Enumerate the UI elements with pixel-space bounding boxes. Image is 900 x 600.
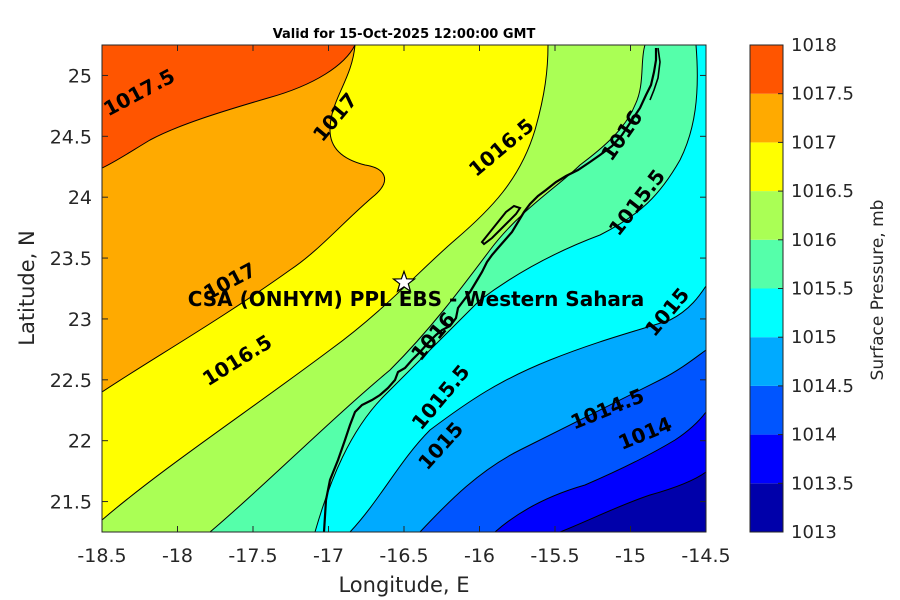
contour-lines (102, 45, 706, 532)
y-axis-ticks: 21.5 22 22.5 23 23.5 24 24.5 25 (50, 65, 706, 514)
contour-line (209, 45, 646, 532)
colorbar-swatch (750, 337, 783, 386)
x-axis-label: Longitude, E (338, 573, 469, 597)
coastline (322, 48, 658, 532)
colorbar-tick-label: 1013.5 (791, 473, 854, 494)
x-axis-ticks: -18.5 -18 -17.5 -17 -16.5 -16 -15.5 -15 -14.5 (77, 45, 731, 567)
colorbar-label: Surface Pressure, mb (868, 200, 888, 381)
contour-line (419, 349, 706, 532)
contour-line (102, 45, 549, 521)
band-1017.5-1018 (102, 45, 355, 168)
colorbar-tick-label: 1017 (791, 132, 837, 153)
y-tick-label: 22.5 (50, 370, 92, 392)
colorbar: 1013 1013.5 1014 1014.5 1015 1015.5 1016 1016.5… (749, 35, 854, 543)
colorbar-tick-label: 1015.5 (791, 279, 854, 300)
x-tick-label: -15 (615, 545, 646, 567)
station-label: CSA (ONHYM) PPL EBS - Western Sahara (188, 287, 645, 311)
x-tick-label: -18.5 (77, 545, 126, 567)
contour-line (102, 45, 356, 169)
colorbar-swatch (750, 45, 783, 94)
x-tick-label: -14.5 (681, 545, 730, 567)
colorbar-swatch (750, 142, 783, 192)
contour-line (314, 45, 698, 532)
colorbar-tick-label: 1018 (791, 35, 837, 56)
colorbar-tick-label: 1015 (791, 327, 837, 348)
colorbar-tick-label: 1014 (791, 425, 837, 446)
y-tick-label: 22 (68, 431, 92, 453)
colorbar-swatch (750, 93, 783, 143)
x-tick-label: -17 (313, 545, 344, 567)
map-area (102, 45, 706, 532)
y-tick-label: 23.5 (50, 248, 92, 270)
x-tick-label: -16.5 (379, 545, 428, 567)
colorbar-swatch (750, 191, 783, 240)
coastline-peninsula (480, 204, 522, 246)
station-star-icon (391, 269, 417, 293)
x-tick-label: -15.5 (530, 545, 579, 567)
colorbar-tick-label: 1014.5 (791, 376, 854, 397)
coastline-inner (649, 47, 661, 101)
colorbar-tick-label: 1017.5 (791, 84, 854, 105)
contour-line (494, 411, 706, 532)
y-axis-label: Latitude, N (15, 230, 39, 346)
contour-line (559, 471, 706, 532)
contour-line (349, 285, 706, 532)
colorbar-swatch (750, 483, 783, 532)
colorbar-swatch (750, 385, 783, 435)
y-tick-label: 21.5 (50, 492, 92, 514)
y-tick-label: 24.5 (50, 126, 92, 148)
colorbar-swatch (750, 239, 783, 289)
x-tick-label: -18 (162, 545, 193, 567)
x-tick-label: -17.5 (228, 545, 277, 567)
colorbar-tick-label: 1016.5 (791, 181, 854, 202)
colorbar-tick-label: 1013 (791, 522, 837, 543)
colorbar-swatch (750, 434, 783, 484)
figure-title: Valid for 15-Oct-2025 12:00:00 GMT (273, 27, 536, 42)
x-tick-label: -16 (464, 545, 495, 567)
colorbar-tick-label: 1016 (791, 230, 837, 251)
y-tick-label: 25 (68, 65, 92, 87)
colorbar-swatch (750, 288, 783, 338)
contour-line (102, 45, 386, 393)
y-tick-label: 24 (68, 187, 92, 209)
y-tick-label: 23 (68, 309, 92, 331)
station-marker (391, 269, 417, 293)
